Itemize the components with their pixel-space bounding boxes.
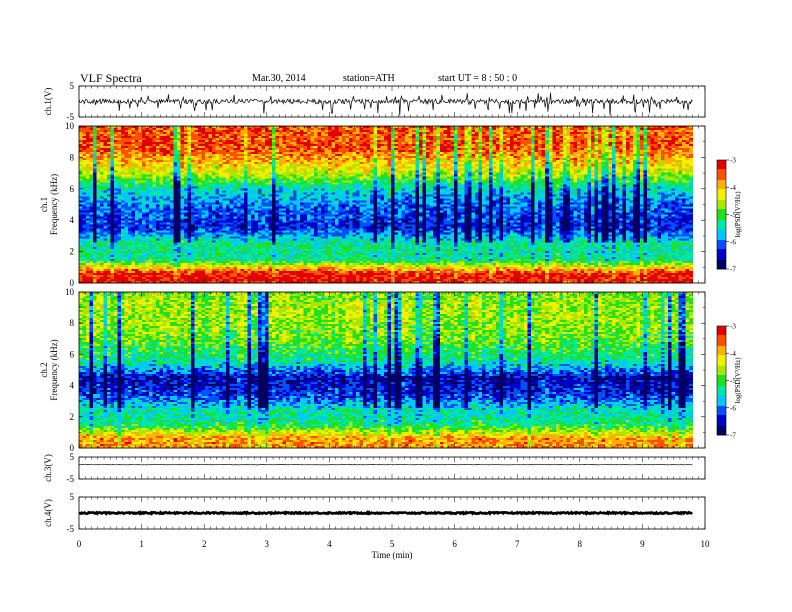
y-tick-label: 2 (70, 412, 75, 422)
y-axis-label: ch.2 (39, 362, 49, 377)
spectrogram-cells (79, 292, 693, 448)
colorbar-label: log(PSD(V²/Hz) (734, 191, 742, 238)
panel-5 (79, 497, 705, 529)
y-axis-label: Frequency (kHz) (49, 174, 59, 235)
y-axis-label: ch.4(V) (43, 499, 53, 527)
y-tick-label: 8 (70, 318, 75, 328)
colorbar-tick-label: -4 (730, 350, 736, 358)
y-tick-label: -5 (67, 474, 75, 484)
y-tick-label: 6 (70, 349, 75, 359)
y-tick-label: 6 (70, 184, 75, 194)
x-tick-label: 2 (202, 539, 207, 549)
y-tick-label: 4 (70, 381, 75, 391)
x-tick-label: 7 (515, 539, 520, 549)
colorbar-tick-label: -6 (730, 238, 736, 246)
y-axis-label: Frequency (kHz) (49, 339, 59, 400)
colorbar-label: log(PSD(V²/Hz) (734, 357, 742, 404)
y-tick-label: 4 (70, 215, 75, 225)
x-axis-label: Time (min) (372, 550, 413, 560)
panel-2 (79, 126, 729, 283)
colorbar-tick-label: -7 (730, 432, 736, 440)
y-tick-label: 5 (70, 81, 75, 91)
waveform-trace (79, 512, 693, 513)
x-tick-label: 1 (139, 539, 144, 549)
x-tick-label: 4 (327, 539, 332, 549)
y-axis-label: ch.3(V) (43, 454, 53, 482)
x-tick-label: 8 (578, 539, 583, 549)
spectrogram-cells (79, 126, 693, 283)
panel-1 (79, 86, 705, 117)
colorbar-tick-label: -3 (730, 157, 736, 165)
panel-4 (79, 457, 705, 479)
x-tick-label: 5 (390, 539, 395, 549)
y-tick-label: 5 (70, 492, 75, 502)
y-tick-label: 8 (70, 152, 75, 162)
y-tick-label: -5 (67, 524, 75, 534)
vlf-spectra-figure: 5-5ch.1(V)-3-4-5-6-7log(PSD(V²/Hz)108642… (0, 0, 792, 612)
y-axis-label: ch.1 (39, 197, 49, 212)
colorbar-tick-label: -4 (730, 184, 736, 192)
colorbar-tick-label: -6 (730, 404, 736, 412)
x-tick-label: 6 (452, 539, 457, 549)
panel-3 (79, 292, 729, 448)
y-tick-label: 10 (65, 121, 75, 131)
colorbar-tick-label: -7 (730, 266, 736, 274)
colorbar-tick-label: -3 (730, 323, 736, 331)
y-tick-label: 10 (65, 287, 75, 297)
y-axis-label: ch.1(V) (43, 88, 53, 116)
y-tick-label: 2 (70, 247, 75, 257)
x-tick-label: 3 (265, 539, 270, 549)
colorbar-2 (717, 326, 729, 435)
y-tick-label: 5 (70, 452, 75, 462)
x-tick-label: 9 (640, 539, 645, 549)
waveform-trace (79, 93, 693, 116)
colorbar-1 (717, 160, 729, 269)
x-tick-label: 10 (701, 539, 711, 549)
x-tick-label: 0 (77, 539, 82, 549)
